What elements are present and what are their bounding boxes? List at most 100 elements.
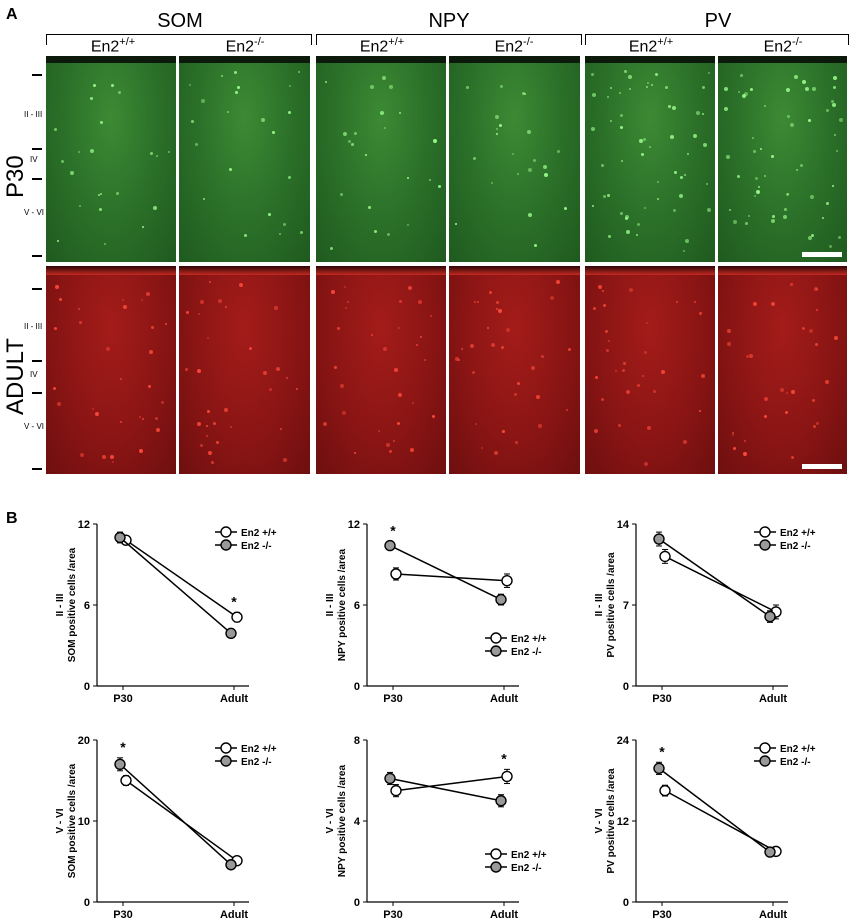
cell-dot [237, 86, 240, 89]
cell-dot [637, 384, 640, 387]
y-axis-label: SOM positive cells /area [67, 763, 78, 878]
series-line [658, 538, 771, 618]
micrograph-p30-pv-wt [585, 56, 715, 262]
cell-dot [225, 306, 227, 308]
cell-dot [185, 368, 188, 371]
y-tick-label: 0 [354, 897, 360, 909]
group-title-npy: NPY [428, 10, 470, 32]
cell-dot [538, 424, 542, 428]
cell-dot [496, 308, 498, 310]
cell-dot [201, 99, 205, 103]
cell-dot [186, 311, 189, 314]
x-tick-label: P30 [652, 909, 672, 921]
legend-marker [220, 742, 232, 754]
cell-dot [209, 281, 211, 283]
micrograph-adult-som-ko [179, 266, 310, 474]
cell-dot [754, 195, 756, 197]
cell-dot [61, 160, 64, 163]
cell-dot [249, 347, 252, 350]
cell-dot [592, 93, 596, 97]
micrograph-adult-pv-wt [585, 266, 715, 474]
cell-dot [161, 401, 164, 404]
genotype-label-pv-wt: En2+/+ [628, 36, 674, 56]
cell-dot [601, 398, 604, 401]
cell-dot [732, 434, 734, 436]
cell-dot [750, 88, 753, 91]
series-line [658, 767, 771, 853]
cell-dot [814, 287, 818, 291]
micrograph-p30-pv-ko [718, 56, 847, 262]
cell-dot [165, 323, 167, 325]
data-point [764, 610, 776, 623]
x-tick-label: Adult [759, 909, 787, 921]
cell-dot [80, 453, 84, 457]
cell-dot [54, 327, 57, 330]
cell-dot [607, 194, 610, 197]
cell-dot [744, 440, 746, 442]
panel-b-letter: B [6, 510, 18, 527]
layer-label: II - III [24, 110, 43, 119]
cell-dot [771, 155, 774, 158]
cell-dot [653, 390, 656, 393]
cell-dot [708, 72, 710, 74]
scale-bar [802, 464, 842, 469]
cell-dot [683, 440, 687, 444]
series-line [389, 544, 502, 601]
cell-dot [771, 302, 775, 306]
cell-dot [365, 154, 367, 156]
cell-dot [155, 417, 158, 420]
cell-dot [383, 347, 387, 351]
cell-dot [543, 165, 547, 169]
cell-dot [696, 111, 700, 115]
cell-dot [79, 321, 82, 324]
cell-dot [607, 96, 609, 98]
cell-dot [808, 119, 811, 122]
cell-dot [494, 451, 498, 455]
layer-label: IV [30, 155, 38, 164]
cell-dot [122, 299, 124, 301]
cell-dot [59, 298, 62, 301]
cell-dot [416, 344, 418, 346]
y-tick-label: 6 [354, 600, 360, 612]
cell-dot [487, 327, 489, 329]
legend-marker [220, 526, 232, 538]
cell-dot [230, 426, 232, 428]
layer-boundary-tick [32, 288, 42, 290]
legend-label: En2 -/- [241, 757, 272, 768]
cell-dot [499, 124, 502, 127]
legend-marker [759, 539, 771, 551]
y-tick-label: 0 [84, 681, 90, 693]
cell-dot [724, 87, 728, 91]
cell-dot [149, 350, 153, 354]
cell-dot [378, 430, 380, 432]
cell-dot [300, 231, 303, 234]
cell-dot [644, 207, 646, 209]
cell-dot [737, 175, 740, 178]
cell-dot [496, 301, 499, 304]
cell-dot [742, 94, 746, 98]
cell-dot [229, 168, 232, 171]
cell-dot [99, 208, 102, 211]
cell-dot [684, 174, 686, 176]
cell-dot [198, 313, 200, 315]
legend-label: En2 +/+ [780, 744, 816, 755]
cell-dot [758, 186, 760, 188]
cell-dot [670, 135, 674, 139]
micrograph-adult-npy-wt [316, 266, 446, 474]
cell-dot [701, 374, 705, 378]
cell-dot [812, 87, 816, 91]
significance-marker: * [659, 743, 665, 759]
cell-dot [142, 226, 144, 228]
cell-dot [221, 75, 223, 77]
cell-dot [644, 351, 647, 354]
series-line [395, 775, 508, 792]
cell-dot [772, 215, 775, 218]
cell-dot [368, 206, 371, 209]
cell-dot [455, 223, 457, 225]
cell-dot [699, 312, 702, 315]
cell-dot [598, 285, 602, 289]
y-tick-label: 0 [354, 681, 360, 693]
cell-dot [829, 245, 832, 248]
cell-dot [628, 75, 632, 79]
